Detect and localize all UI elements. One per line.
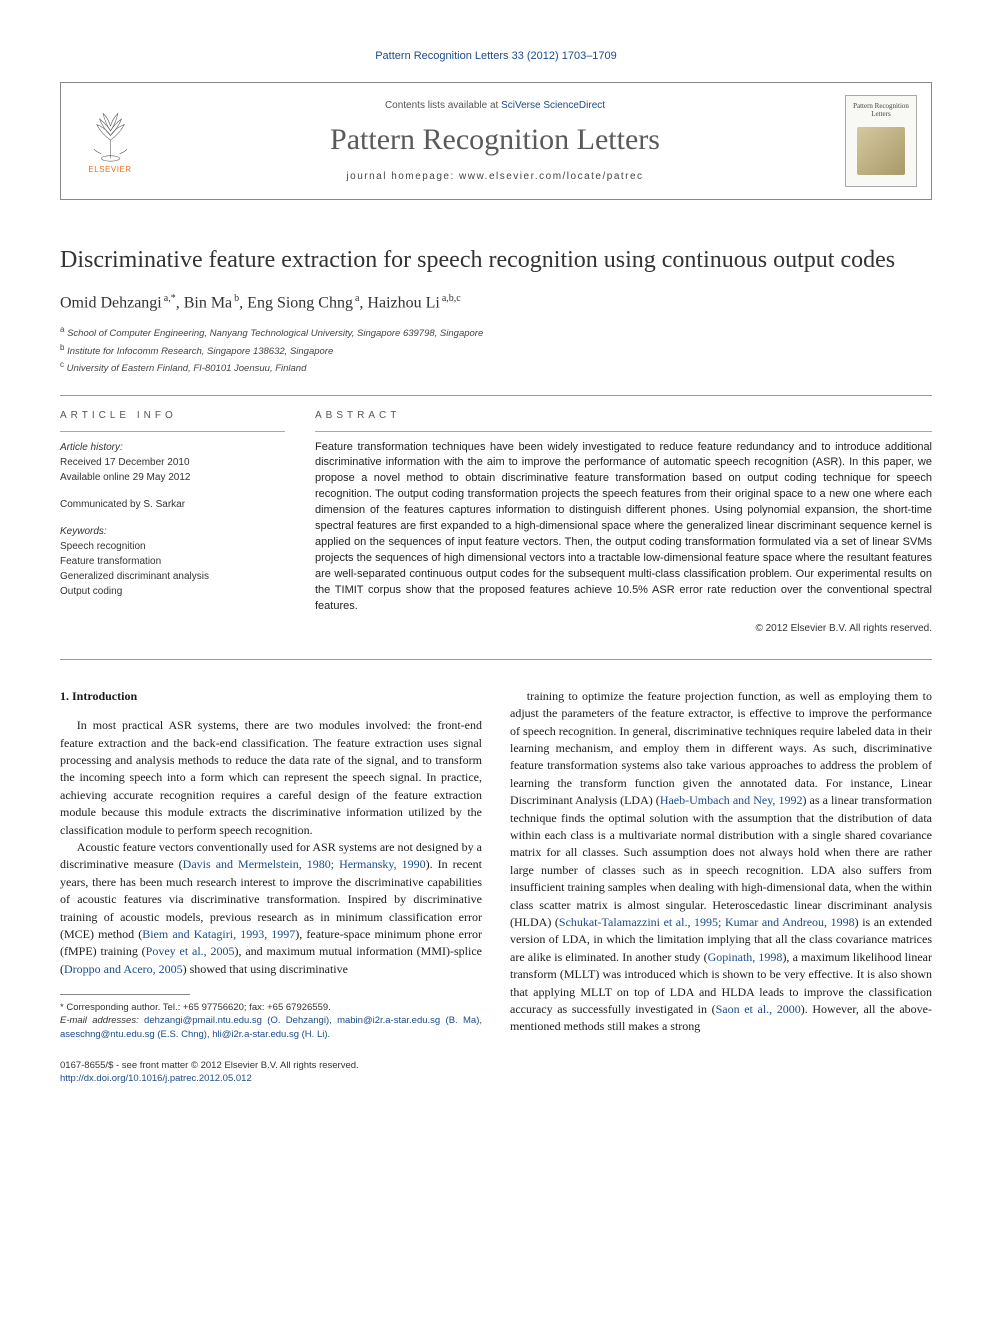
info-abstract-row: ARTICLE INFO Article history: Received 1… <box>60 410 932 634</box>
abstract-heading: ABSTRACT <box>315 410 932 421</box>
affiliations: a School of Computer Engineering, Nanyan… <box>60 324 932 376</box>
cover-thumb-title: Pattern Recognition Letters <box>850 102 912 119</box>
contents-available-line: Contents lists available at SciVerse Sci… <box>145 100 845 111</box>
article-title: Discriminative feature extraction for sp… <box>60 245 932 275</box>
keywords-label: Keywords: <box>60 524 285 539</box>
cover-thumb-image <box>857 127 905 175</box>
keywords-list: Speech recognitionFeature transformation… <box>60 539 285 599</box>
footnote-separator <box>60 994 190 995</box>
article-history-label: Article history: <box>60 440 285 455</box>
journal-name: Pattern Recognition Letters <box>145 123 845 157</box>
journal-homepage: journal homepage: www.elsevier.com/locat… <box>145 171 845 182</box>
available-date: Available online 29 May 2012 <box>60 470 285 485</box>
authors-line: Omid Dehzangi a,*, Bin Ma b, Eng Siong C… <box>60 293 932 312</box>
emails-label: E-mail addresses: <box>60 1015 139 1026</box>
communicated-by: Communicated by S. Sarkar <box>60 497 285 512</box>
section-1-heading: 1. Introduction <box>60 688 482 705</box>
body-left-column: 1. Introduction In most practical ASR sy… <box>60 688 482 1086</box>
communicated-block: Communicated by S. Sarkar <box>60 497 285 512</box>
article-info-column: ARTICLE INFO Article history: Received 1… <box>60 410 285 634</box>
issn-line: 0167-8655/$ - see front matter © 2012 El… <box>60 1059 482 1072</box>
bottom-issn-doi: 0167-8655/$ - see front matter © 2012 El… <box>60 1059 482 1086</box>
body-paragraph: In most practical ASR systems, there are… <box>60 717 482 839</box>
divider-mid <box>60 659 932 660</box>
article-history-block: Article history: Received 17 December 20… <box>60 431 285 485</box>
elsevier-label: ELSEVIER <box>88 165 131 174</box>
body-two-columns: 1. Introduction In most practical ASR sy… <box>60 688 932 1086</box>
elsevier-tree-icon <box>83 108 138 163</box>
journal-citation[interactable]: Pattern Recognition Letters 33 (2012) 17… <box>60 50 932 62</box>
journal-header: ELSEVIER Contents lists available at Sci… <box>60 82 932 200</box>
abstract-copyright: © 2012 Elsevier B.V. All rights reserved… <box>315 623 932 634</box>
elsevier-logo: ELSEVIER <box>75 101 145 181</box>
abstract-text: Feature transformation techniques have b… <box>315 431 932 615</box>
header-center: Contents lists available at SciVerse Sci… <box>145 100 845 182</box>
divider-top <box>60 395 932 396</box>
footnotes: * Corresponding author. Tel.: +65 977566… <box>60 1001 482 1041</box>
received-date: Received 17 December 2010 <box>60 455 285 470</box>
body-paragraph: Acoustic feature vectors conventionally … <box>60 839 482 978</box>
body-paragraph: training to optimize the feature project… <box>510 688 932 1036</box>
corresponding-author-note: * Corresponding author. Tel.: +65 977566… <box>60 1001 482 1014</box>
keywords-block: Keywords: Speech recognitionFeature tran… <box>60 524 285 599</box>
journal-cover-thumbnail: Pattern Recognition Letters <box>845 95 917 187</box>
sciencedirect-link[interactable]: SciVerse ScienceDirect <box>501 100 605 111</box>
article-info-heading: ARTICLE INFO <box>60 410 285 421</box>
doi-link[interactable]: http://dx.doi.org/10.1016/j.patrec.2012.… <box>60 1072 482 1085</box>
abstract-column: ABSTRACT Feature transformation techniqu… <box>315 410 932 634</box>
body-right-column: training to optimize the feature project… <box>510 688 932 1086</box>
email-addresses-line: E-mail addresses: dehzangi@pmail.ntu.edu… <box>60 1014 482 1041</box>
contents-prefix: Contents lists available at <box>385 100 501 111</box>
